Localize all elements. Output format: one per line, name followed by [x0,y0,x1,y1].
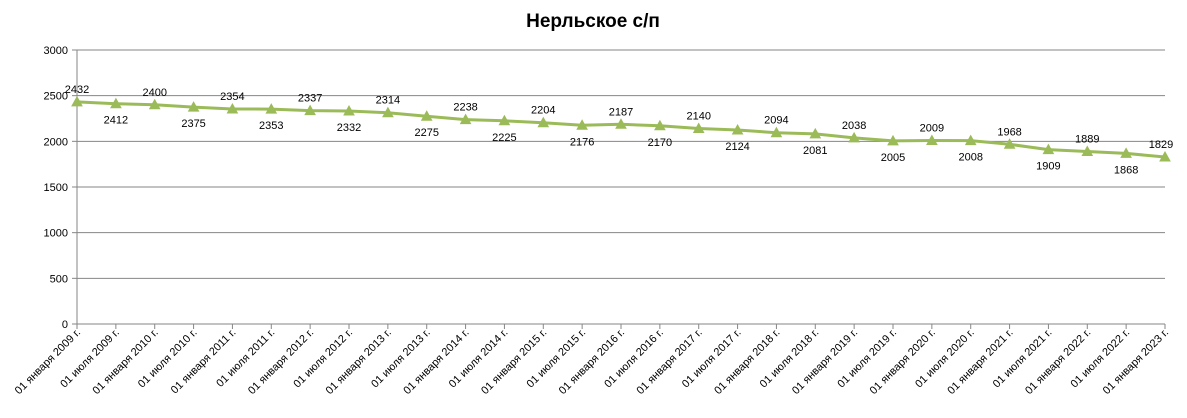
x-tick-label: 01 января 2017 г. [635,327,705,397]
x-tick-label: 01 января 2019 г. [790,327,860,397]
data-label: 2314 [376,95,400,107]
data-label: 1829 [1149,139,1173,151]
x-tick-label: 01 января 2011 г. [169,327,239,397]
data-label: 2204 [531,105,555,117]
data-label: 1889 [1075,133,1099,145]
data-label: 2275 [414,127,438,139]
data-label: 2081 [803,145,827,157]
data-point [1042,143,1055,155]
data-label: 2375 [181,118,205,130]
y-tick-label: 500 [50,273,68,285]
data-point [110,97,122,109]
data-label: 2176 [570,136,594,148]
data-point [615,118,627,129]
x-tick-label: 01 января 2021 г. [945,327,1015,397]
data-label: 2005 [881,152,905,164]
data-point [1003,138,1016,149]
data-label: 2354 [220,91,244,103]
data-point [265,103,278,114]
x-tick-label: 01 января 2012 г. [246,327,316,397]
x-tick-label: 01 января 2016 г. [557,327,627,397]
data-label: 2009 [920,123,944,135]
data-point [809,127,822,139]
data-point [964,134,977,146]
data-point [887,134,899,146]
data-point [576,119,588,130]
data-label: 2432 [65,84,89,96]
data-label: 2337 [298,93,322,105]
data-point [848,131,860,143]
data-point [1081,145,1094,156]
chart-title: Нерльское с/п [526,11,660,32]
data-point [770,126,783,138]
data-point [1159,150,1171,162]
data-label: 2008 [958,152,982,164]
x-tick-label: 01 января 2022 г. [1023,327,1093,397]
data-label: 2094 [764,115,788,127]
data-point [459,113,472,125]
data-point [654,119,666,131]
data-point [304,104,316,116]
data-label: 2412 [104,115,128,127]
data-label: 2332 [337,122,361,134]
x-tick-label: 01 января 2020 г. [868,327,938,397]
data-label: 2038 [842,120,866,132]
data-label: 2140 [686,111,710,123]
data-point [226,102,239,114]
data-label: 2238 [453,102,477,114]
data-labels: 2432 2412 2400 2375 2354 2353 2337 2332 2314 2275… [65,84,1173,177]
x-tick-label: 01 января 2018 г. [712,327,782,397]
data-point [731,123,744,135]
data-point [187,101,200,112]
x-tick-label: 01 января 2014 г. [401,327,471,397]
data-point [148,98,161,110]
data-markers [71,95,1171,162]
y-tick-label: 3000 [44,45,68,57]
data-label: 2124 [725,141,749,153]
data-label: 2353 [259,120,283,132]
y-tick-label: 1000 [44,228,68,240]
y-tick-label: 0 [62,319,68,331]
data-point [420,110,433,121]
data-point [71,95,83,107]
data-label: 1868 [1114,164,1138,176]
gridlines [77,49,1165,279]
y-tick-label: 2500 [44,91,68,103]
x-tick-label: 01 января 2009 г. [13,327,83,397]
data-point [537,116,550,128]
x-tick-label: 01 января 2023 г. [1101,327,1171,397]
data-label: 1968 [997,126,1021,138]
x-axis-tick-labels: 01 января 2009 г.01 июля 2009 г.01 январ… [13,327,1171,397]
data-point [382,106,394,118]
data-label: 1909 [1036,161,1060,173]
data-point [498,114,511,126]
y-tick-label: 1500 [44,182,68,194]
x-tick-label: 01 января 2013 г. [324,327,394,397]
data-label: 2400 [142,87,166,99]
x-tick-label: 01 января 2010 г. [91,327,161,397]
x-tick-label: 01 января 2015 г. [479,327,549,397]
data-label: 2187 [609,106,633,118]
axes [72,49,1166,329]
data-point [343,104,355,116]
y-tick-label: 2000 [44,136,68,148]
data-point [926,134,938,145]
data-point [1120,147,1132,158]
y-axis-tick-labels: 0 500 1000 1500 2000 2500 3000 [44,45,68,331]
data-label: 2225 [492,132,516,144]
data-label: 2170 [648,137,672,149]
data-point [692,122,705,133]
